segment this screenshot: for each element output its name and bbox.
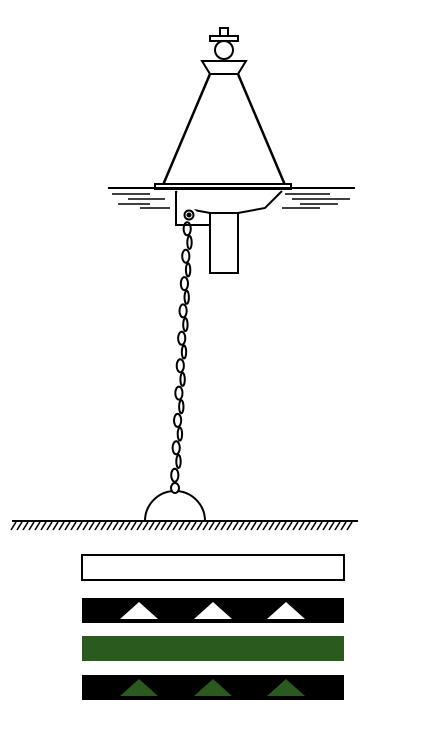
seabed-hatch <box>316 521 323 531</box>
seabed-hatch <box>58 521 65 531</box>
chain-link <box>175 454 182 469</box>
seabed-hatch <box>106 521 113 531</box>
mooring-chain <box>170 221 193 483</box>
seabed-hatch <box>322 521 329 531</box>
seabed-hatch <box>208 521 215 531</box>
band-triangle <box>120 679 158 696</box>
chain-link <box>184 262 192 278</box>
seabed-hatch <box>82 521 89 531</box>
chain-link <box>175 358 185 374</box>
seabed-hatch <box>262 521 269 531</box>
seabed-hatch <box>34 521 41 531</box>
chain-link <box>181 248 191 264</box>
seabed-hatch <box>256 521 263 531</box>
seabed <box>10 520 358 531</box>
chain-link <box>178 399 185 415</box>
seabed-hatch <box>232 521 239 531</box>
seabed-hatch <box>64 521 71 531</box>
seabed-hatch <box>268 521 275 531</box>
color-band-1 <box>81 554 345 581</box>
seabed-hatch <box>100 521 107 531</box>
seabed-hatch <box>310 521 317 531</box>
band-triangle <box>267 679 305 696</box>
band-fill <box>82 636 344 661</box>
seabed-hatch <box>16 521 23 531</box>
buoy-body <box>154 73 292 190</box>
seabed-hatch <box>124 521 131 531</box>
water-surface <box>108 187 355 209</box>
seabed-hatch <box>238 521 245 531</box>
seabed-hatch <box>88 521 95 531</box>
buoy-hull <box>175 190 283 274</box>
chain-link <box>170 467 180 483</box>
seabed-hatch <box>94 521 101 531</box>
seabed-hatch <box>118 521 125 531</box>
seabed-hatch <box>178 521 185 531</box>
band-fill <box>81 554 345 581</box>
seabed-hatch <box>304 521 311 531</box>
seabed-hatch <box>52 521 59 531</box>
seabed-hatch <box>76 521 83 531</box>
seabed-hatch <box>10 521 17 531</box>
chain-link <box>174 385 184 401</box>
seabed-hatch <box>148 521 155 531</box>
chain-link <box>171 440 181 456</box>
seabed-hatch <box>40 521 47 531</box>
seabed-hatch <box>184 521 191 531</box>
seabed-hatch <box>172 521 179 531</box>
color-band-4 <box>82 675 344 700</box>
seabed-hatch <box>160 521 167 531</box>
seabed-hatch <box>136 521 143 531</box>
seabed-hatch <box>202 521 209 531</box>
seabed-hatch <box>226 521 233 531</box>
color-bands <box>81 554 345 700</box>
chain-link <box>173 412 183 428</box>
seabed-hatch <box>22 521 29 531</box>
seabed-hatch <box>154 521 161 531</box>
chain-link <box>180 344 188 360</box>
chain-link <box>179 276 189 292</box>
seabed-hatch <box>190 521 197 531</box>
seabed-hatch <box>28 521 35 531</box>
seabed-hatch <box>286 521 293 531</box>
seabed-hatch <box>346 521 353 531</box>
seabed-hatch <box>214 521 221 531</box>
band-triangle <box>267 602 305 619</box>
chain-link <box>179 371 186 387</box>
seabed-hatch <box>142 521 149 531</box>
color-band-3 <box>82 636 344 661</box>
chain-link <box>176 426 184 442</box>
seabed-hatch <box>130 521 137 531</box>
seabed-hatch <box>220 521 227 531</box>
chain-link <box>182 221 192 237</box>
band-triangle <box>194 602 232 619</box>
buoy-topmark <box>200 27 248 75</box>
sinker <box>144 482 206 522</box>
seabed-hatch <box>70 521 77 531</box>
band-triangle <box>194 679 232 696</box>
seabed-hatch <box>328 521 335 531</box>
seabed-hatch <box>280 521 287 531</box>
chain-link <box>178 303 188 319</box>
seabed-hatch <box>244 521 251 531</box>
color-band-2 <box>82 598 344 623</box>
seabed-hatch <box>340 521 347 531</box>
seabed-hatch <box>112 521 119 531</box>
band-triangle <box>120 602 158 619</box>
seabed-hatch <box>166 521 173 531</box>
chain-link <box>182 317 189 333</box>
chain-link <box>183 289 190 305</box>
chain-link <box>186 235 193 250</box>
seabed-hatch <box>274 521 281 531</box>
seabed-hatch <box>250 521 257 531</box>
chain-link <box>177 330 187 346</box>
seabed-hatch <box>292 521 299 531</box>
seabed-hatch <box>298 521 305 531</box>
seabed-hatch <box>196 521 203 531</box>
seabed-hatch <box>334 521 341 531</box>
seabed-hatch <box>46 521 53 531</box>
